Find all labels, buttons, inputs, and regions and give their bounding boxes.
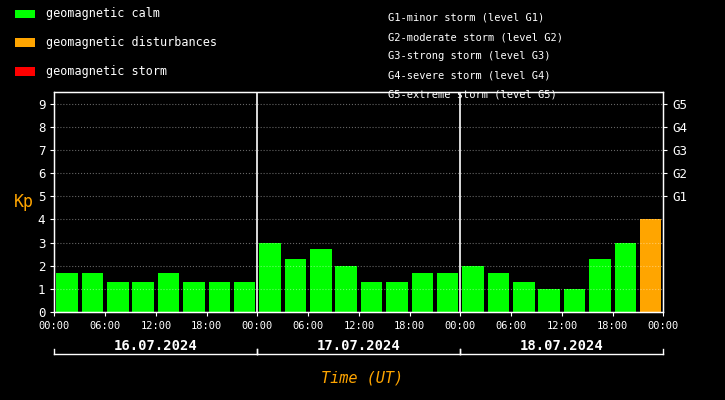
Text: 16.07.2024: 16.07.2024 xyxy=(114,339,198,353)
Bar xyxy=(386,282,407,312)
Bar xyxy=(158,273,179,312)
Text: 17.07.2024: 17.07.2024 xyxy=(317,339,401,353)
Text: G4-severe storm (level G4): G4-severe storm (level G4) xyxy=(388,70,550,80)
Bar xyxy=(260,242,281,312)
Bar xyxy=(589,259,610,312)
Bar xyxy=(361,282,382,312)
Text: geomagnetic disturbances: geomagnetic disturbances xyxy=(46,36,217,49)
Bar xyxy=(615,242,636,312)
Bar xyxy=(183,282,204,312)
Bar xyxy=(107,282,128,312)
Bar xyxy=(234,282,255,312)
Bar xyxy=(437,273,458,312)
Text: Time (UT): Time (UT) xyxy=(321,370,404,386)
Bar xyxy=(412,273,433,312)
Bar xyxy=(82,273,103,312)
Text: G5-extreme storm (level G5): G5-extreme storm (level G5) xyxy=(388,90,557,100)
Bar xyxy=(564,289,585,312)
Text: geomagnetic storm: geomagnetic storm xyxy=(46,65,167,78)
Text: G3-strong storm (level G3): G3-strong storm (level G3) xyxy=(388,51,550,61)
Bar xyxy=(285,259,306,312)
Bar xyxy=(539,289,560,312)
Text: G2-moderate storm (level G2): G2-moderate storm (level G2) xyxy=(388,32,563,42)
Text: 18.07.2024: 18.07.2024 xyxy=(520,339,604,353)
Bar xyxy=(133,282,154,312)
Y-axis label: Kp: Kp xyxy=(14,193,34,211)
Text: G1-minor storm (level G1): G1-minor storm (level G1) xyxy=(388,13,544,23)
Bar xyxy=(57,273,78,312)
Bar xyxy=(209,282,230,312)
Bar xyxy=(513,282,534,312)
Text: geomagnetic calm: geomagnetic calm xyxy=(46,8,160,20)
Bar xyxy=(310,250,331,312)
Bar xyxy=(463,266,484,312)
Bar xyxy=(336,266,357,312)
Bar xyxy=(640,219,661,312)
Bar xyxy=(488,273,509,312)
